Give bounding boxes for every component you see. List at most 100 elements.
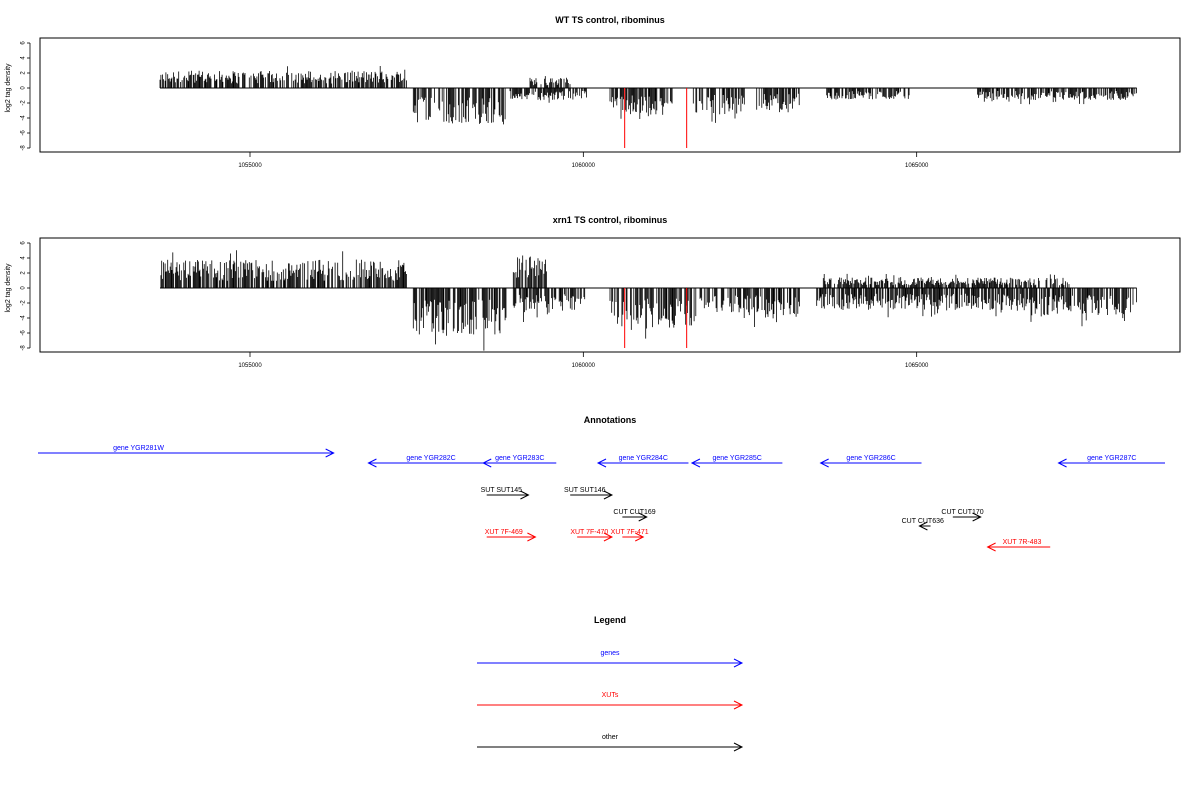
highlight-bars (624, 88, 688, 148)
annotation-feature: CUT CUT636 (902, 518, 944, 531)
arrow-right-icon (635, 532, 645, 542)
y-tick-label: 0 (21, 86, 27, 90)
feature-label: CUT CUT169 (613, 509, 655, 516)
annotation-feature: gene YGR281W (38, 445, 335, 458)
x-tick-label: 1065000 (905, 163, 929, 169)
feature-label: gene YGR286C (846, 455, 895, 462)
coverage-bars (159, 66, 1137, 125)
annotation-feature: XUT 7F-471 (611, 529, 649, 542)
wt-coverage-panel: WT TS control, ribominus 6 4 2 0 -2 -4 -6 -8 10… (5, 15, 1181, 169)
annotation-features: gene YGR281W gene YGR282C gene YGR283C gene… (38, 445, 1165, 552)
arrow-right-icon (527, 532, 537, 542)
panel-title: xrn1 TS control, ribominus (553, 215, 668, 225)
legend-item: genes (477, 650, 744, 668)
y-tick-label: 0 (21, 286, 27, 290)
y-tick-label: 6 (21, 41, 27, 45)
arrow-right-icon (520, 490, 530, 500)
plot-frame (39, 237, 1181, 353)
y-tick-label: 6 (21, 241, 27, 245)
y-tick-label: 2 (21, 71, 27, 75)
x-tick-label: 1055000 (238, 363, 262, 369)
annotation-feature: SUT SUT145 (481, 487, 530, 500)
legend-item: other (477, 734, 744, 752)
arrow-left-icon (819, 458, 829, 468)
annotation-feature: gene YGR286C (819, 455, 922, 468)
annotation-feature: gene YGR285C (690, 455, 783, 468)
legend-title: Legend (594, 615, 626, 625)
x-tick-label: 1060000 (572, 163, 596, 169)
y-tick-label: 4 (21, 56, 27, 60)
feature-label: gene YGR287C (1087, 455, 1136, 462)
annotation-feature: XUT 7R-483 (986, 539, 1051, 552)
arrow-right-icon (733, 700, 744, 710)
annotation-feature: XUT 7F-470 (570, 529, 614, 542)
panel-title: WT TS control, ribominus (555, 15, 665, 25)
feature-label: CUT CUT636 (902, 518, 944, 525)
annotations-title: Annotations (584, 415, 637, 425)
plot-frame (39, 37, 1181, 153)
x-tick-label: 1055000 (238, 163, 262, 169)
x-axis: 1055000 1060000 1065000 (238, 152, 929, 169)
arrow-right-icon (972, 512, 982, 522)
y-tick-label: -4 (21, 315, 27, 321)
highlight-bars (624, 288, 688, 348)
annotation-feature: CUT CUT169 (613, 509, 656, 522)
y-tick-label: -4 (21, 115, 27, 121)
x-tick-label: 1065000 (905, 363, 929, 369)
feature-label: XUT 7F-470 (570, 529, 608, 536)
arrow-left-icon (986, 542, 996, 552)
feature-label: SUT SUT146 (564, 487, 606, 494)
y-tick-label: -2 (21, 100, 27, 106)
feature-label: gene YGR282C (406, 455, 455, 462)
feature-label: CUT CUT170 (941, 509, 983, 516)
arrow-left-icon (918, 521, 928, 531)
feature-label: gene YGR285C (713, 455, 762, 462)
feature-label: gene YGR284C (619, 455, 668, 462)
y-tick-label: -6 (21, 130, 27, 136)
annotation-feature: gene YGR284C (596, 455, 689, 468)
y-tick-label: -8 (21, 345, 27, 351)
annotation-feature: gene YGR283C (482, 455, 557, 468)
legend: Legend genes XUTs other (477, 615, 744, 752)
feature-label: gene YGR281W (113, 445, 164, 452)
annotation-feature: gene YGR287C (1057, 455, 1165, 468)
y-axis-label: log2 tag density (5, 63, 12, 113)
feature-label: XUT 7R-483 (1003, 539, 1042, 546)
arrow-left-icon (690, 458, 701, 468)
feature-label: XUT 7F-469 (485, 529, 523, 536)
arrow-right-icon (325, 448, 335, 458)
y-axis: 6 4 2 0 -2 -4 -6 -8 (21, 241, 31, 351)
legend-label: XUTs (602, 692, 619, 699)
y-tick-label: 4 (21, 256, 27, 260)
legend-items: genes XUTs other (477, 650, 744, 752)
arrow-right-icon (733, 742, 744, 752)
annotation-feature: XUT 7F-469 (485, 529, 537, 542)
feature-label: gene YGR283C (495, 455, 544, 462)
arrow-right-icon (638, 512, 648, 522)
arrow-right-icon (603, 532, 614, 542)
legend-label: other (602, 734, 619, 741)
arrow-right-icon (733, 658, 744, 668)
arrow-left-icon (482, 458, 492, 468)
arrow-left-icon (596, 458, 607, 468)
x-axis: 1055000 1060000 1065000 (238, 352, 929, 369)
y-axis-label: log2 tag density (5, 263, 12, 313)
feature-label: XUT 7F-471 (611, 529, 649, 536)
y-tick-label: 2 (21, 271, 27, 275)
x-tick-label: 1060000 (572, 363, 596, 369)
arrow-left-icon (367, 458, 377, 468)
annotation-feature: CUT CUT170 (941, 509, 984, 522)
y-tick-label: -6 (21, 330, 27, 336)
y-tick-label: -8 (21, 145, 27, 151)
arrow-right-icon (603, 490, 614, 500)
legend-label: genes (600, 650, 620, 657)
feature-label: SUT SUT145 (481, 487, 523, 494)
annotation-feature: gene YGR282C (367, 455, 494, 468)
legend-item: XUTs (477, 692, 744, 710)
y-axis: 6 4 2 0 -2 -4 -6 -8 (21, 41, 31, 151)
annotation-feature: SUT SUT146 (564, 487, 614, 500)
coverage-bars (160, 250, 1137, 351)
y-tick-label: -2 (21, 300, 27, 306)
